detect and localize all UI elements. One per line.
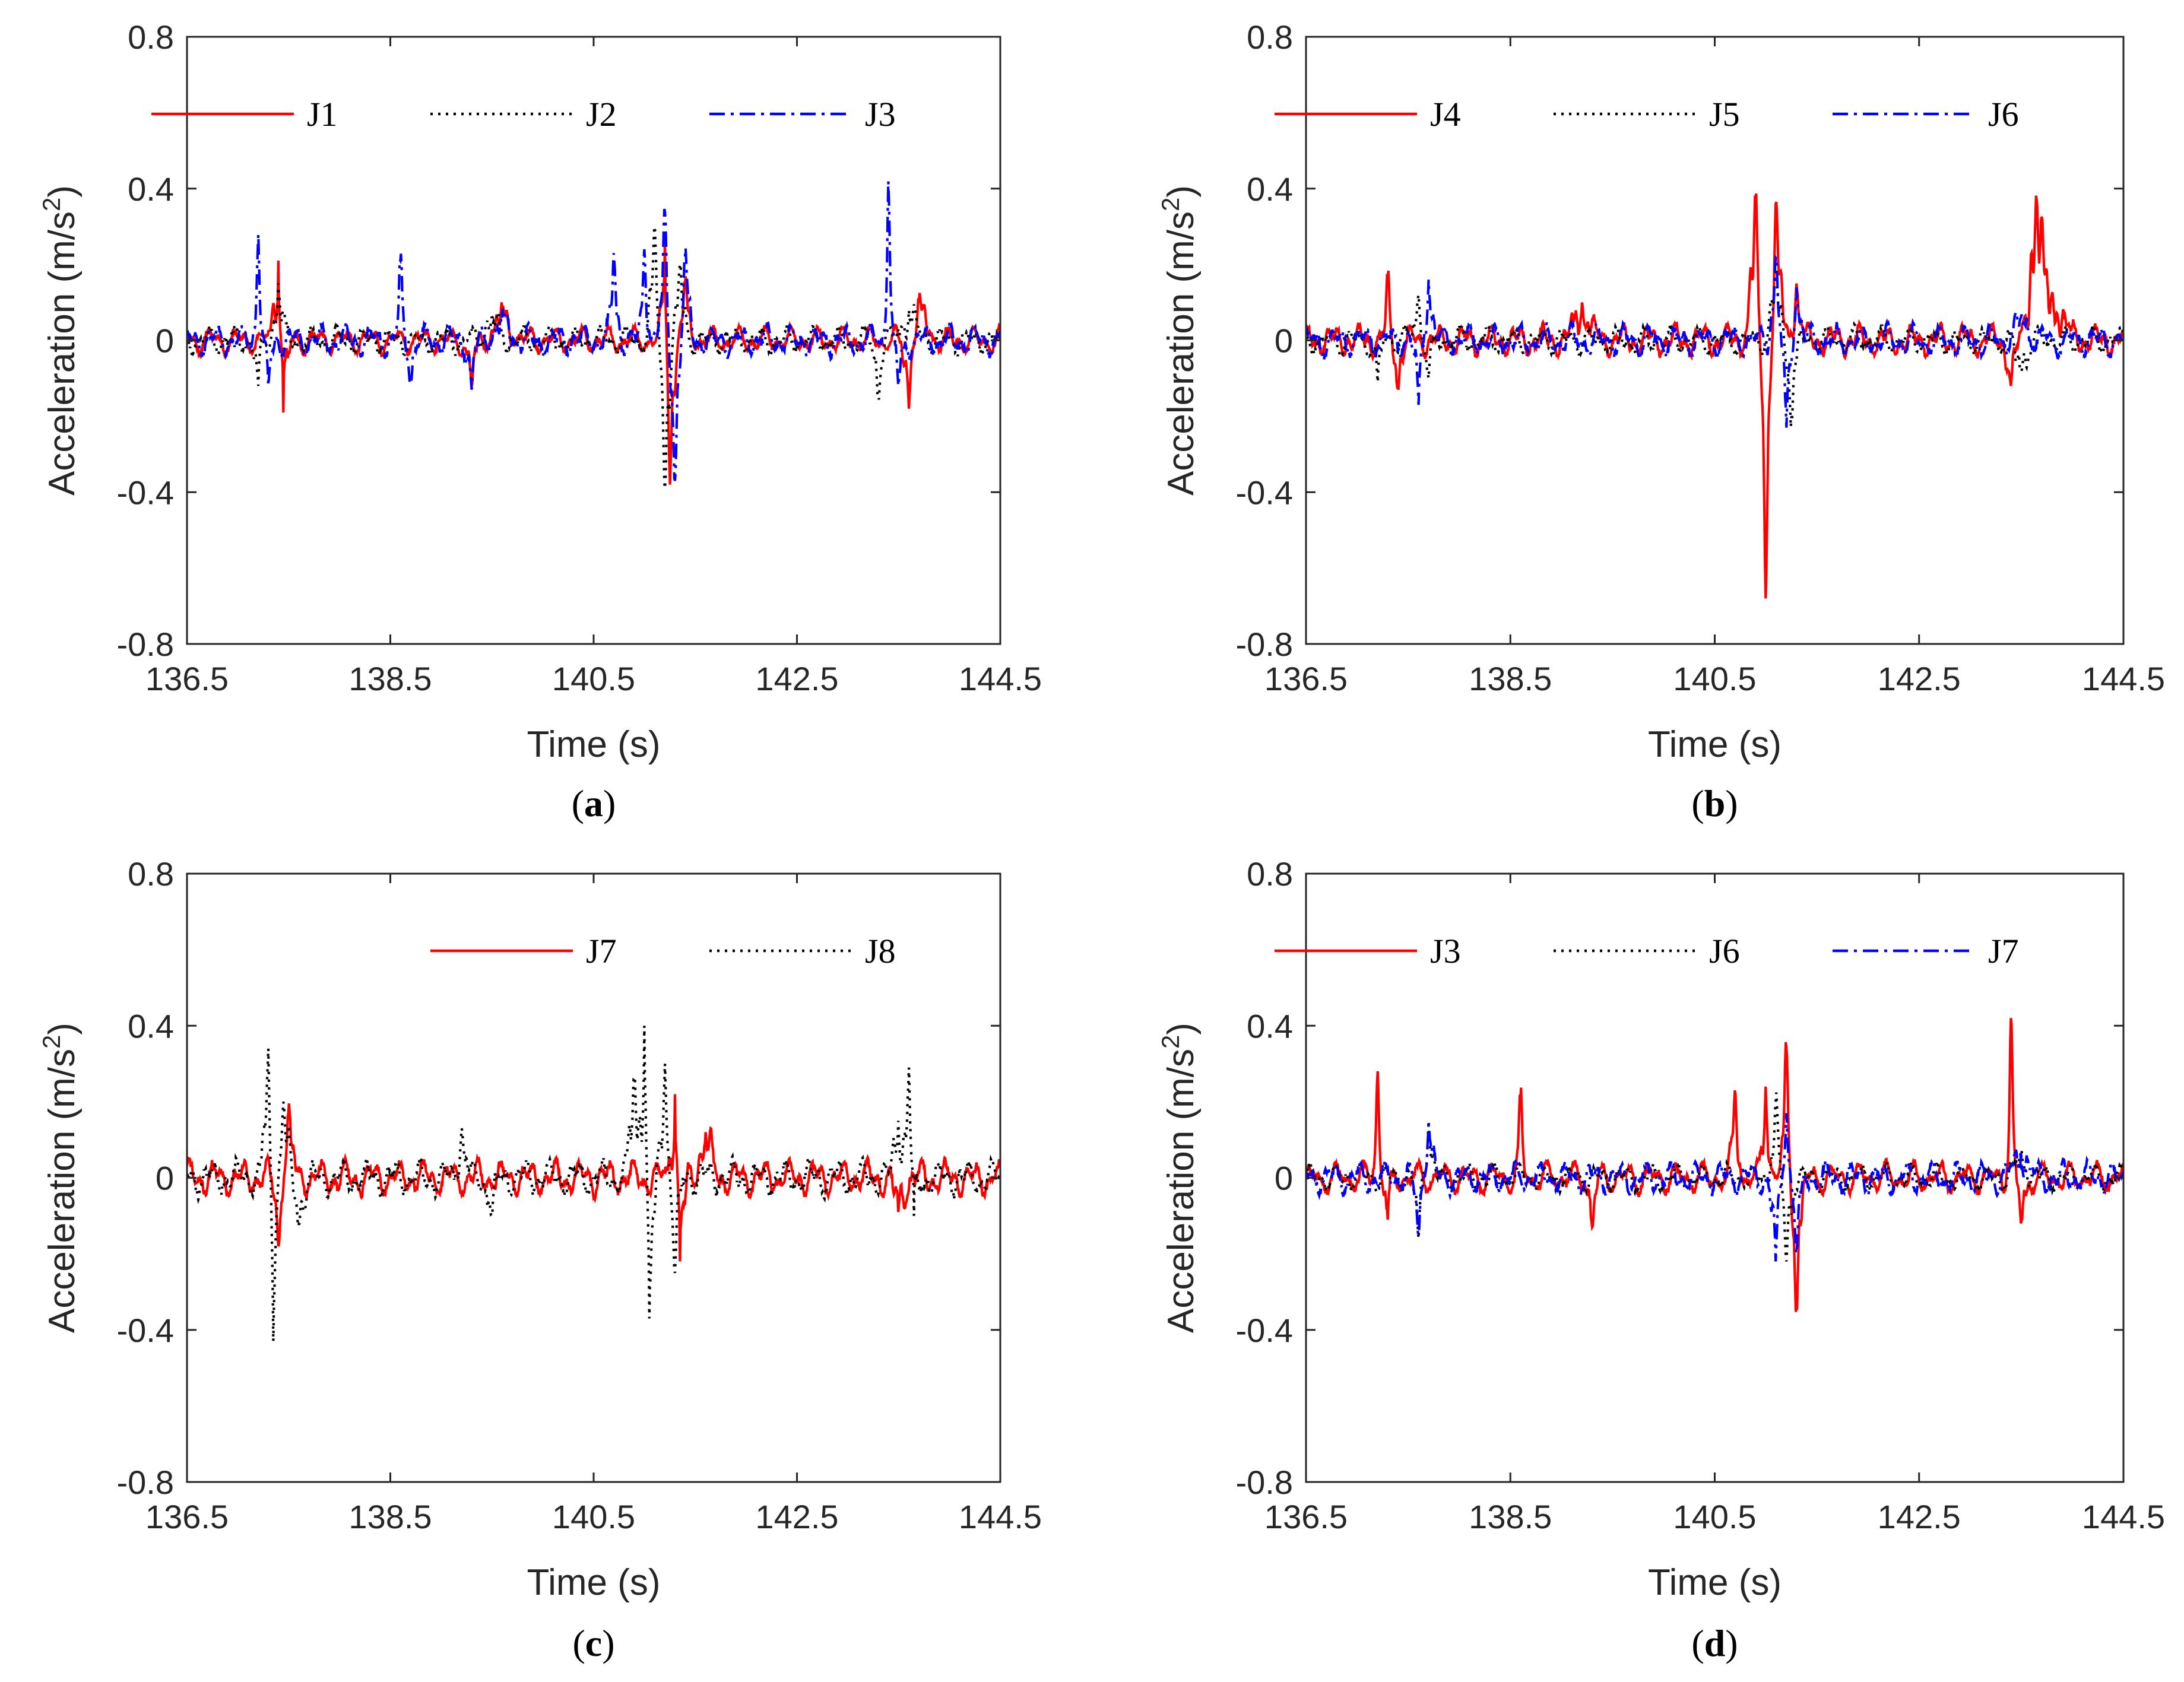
x-tick-label: 140.5 [552, 660, 635, 697]
x-tick-label: 136.5 [1264, 1498, 1348, 1535]
x-axis-label: Time (s) [527, 724, 661, 765]
series-line-j4 [1306, 193, 2123, 599]
y-tick-label: 0.4 [128, 170, 174, 208]
panel-caption: (a) [572, 782, 616, 824]
y-tick-label: 0 [1275, 322, 1293, 360]
series-line-j6 [1306, 1092, 2123, 1262]
chart-panel-b: 136.5 138.5 140.5 142.5 144.5 -0.8 -0.4 0 0.4 0.8… [1156, 18, 2165, 824]
y-tick-label: 0.4 [128, 1007, 174, 1045]
x-axis-label: Time (s) [1648, 1562, 1782, 1603]
x-tick-label: 138.5 [348, 660, 432, 697]
y-tick-label: 0.8 [1247, 855, 1293, 893]
y-tick-label: -0.8 [117, 1464, 175, 1501]
y-axis-label: Acceleration (m/s2) [1156, 185, 1202, 496]
chart-panel-d: 136.5 138.5 140.5 142.5 144.5 -0.8 -0.4 0 0.4 0.8… [1156, 855, 2165, 1664]
x-tick-label: 138.5 [1469, 660, 1552, 697]
x-tick-label: 136.5 [1264, 660, 1348, 697]
x-tick-label: 144.5 [959, 1498, 1042, 1535]
x-tick-label: 144.5 [959, 660, 1042, 697]
series-line-j3 [1306, 1018, 2123, 1312]
legend-label-j3: J3 [865, 95, 896, 134]
legend-label-j7: J7 [586, 932, 617, 970]
x-tick-label: 136.5 [145, 1498, 229, 1535]
y-tick-label: 0.8 [128, 855, 174, 893]
x-axis-label: Time (s) [527, 1562, 661, 1603]
series-line-j1 [187, 234, 1000, 485]
legend-label-j1: J1 [307, 95, 338, 134]
y-tick-label: -0.4 [1236, 474, 1294, 511]
y-axis-label: Acceleration (m/s2) [1156, 1023, 1202, 1333]
x-tick-label: 136.5 [145, 660, 229, 697]
y-axis-label: Acceleration (m/s2) [37, 185, 83, 496]
x-tick-label: 144.5 [2082, 1498, 2165, 1535]
panel-caption: (c) [572, 1622, 614, 1664]
y-tick-label: 0 [156, 322, 174, 360]
x-tick-label: 140.5 [1673, 1498, 1756, 1535]
y-tick-label: 0.8 [1247, 18, 1293, 56]
legend-label-j6: J6 [1988, 95, 2019, 134]
y-tick-label: -0.4 [117, 474, 175, 511]
x-tick-label: 140.5 [552, 1498, 635, 1535]
series-line-j7 [187, 1094, 1000, 1262]
x-tick-label: 140.5 [1673, 660, 1756, 697]
y-tick-label: 0.4 [1247, 1007, 1293, 1045]
legend-label-j5: J5 [1709, 95, 1740, 134]
y-axis-label-superscript: 2 [37, 1035, 65, 1049]
panel-caption: (d) [1691, 1622, 1738, 1664]
legend-label-j4: J4 [1430, 95, 1461, 134]
x-tick-label: 142.5 [1878, 660, 1961, 697]
y-axis-label-superscript: 2 [1156, 1035, 1184, 1049]
legend-label-j8: J8 [865, 932, 896, 970]
y-tick-label: 0 [1275, 1160, 1293, 1197]
y-tick-label: 0.8 [128, 18, 174, 56]
legend-label-j2: J2 [586, 95, 617, 134]
legend-label-j6: J6 [1709, 932, 1740, 970]
x-tick-label: 144.5 [2082, 660, 2165, 697]
legend-label-j3: J3 [1430, 932, 1461, 970]
x-tick-label: 142.5 [1878, 1498, 1961, 1535]
chart-panel-c: 136.5 138.5 140.5 142.5 144.5 -0.8 -0.4 0 0.4 0.8… [37, 855, 1042, 1664]
x-tick-label: 138.5 [1469, 1498, 1552, 1535]
y-tick-label: -0.8 [117, 626, 175, 663]
series-line-j8 [187, 1026, 1000, 1342]
y-axis-label-superscript: 2 [37, 198, 65, 211]
y-tick-label: 0.4 [1247, 170, 1293, 208]
panel-caption: (b) [1691, 782, 1738, 824]
x-tick-label: 138.5 [348, 1498, 432, 1535]
series-line-j7 [1306, 1113, 2123, 1262]
series-line-j6 [1306, 255, 2123, 428]
y-tick-label: -0.8 [1236, 1464, 1294, 1501]
y-tick-label: -0.4 [117, 1312, 175, 1349]
series-line-j3 [187, 180, 1000, 481]
y-axis-label-superscript: 2 [1156, 198, 1184, 211]
y-tick-label: -0.8 [1236, 626, 1294, 663]
y-tick-label: 0 [156, 1160, 174, 1197]
chart-panel-a: 136.5 138.5 140.5 142.5 144.5 -0.8 -0.4 0 0.4 0.8… [37, 18, 1042, 824]
x-tick-label: 142.5 [755, 660, 838, 697]
x-axis-label: Time (s) [1648, 724, 1782, 765]
y-axis-label: Acceleration (m/s2) [37, 1023, 83, 1333]
y-tick-label: -0.4 [1236, 1312, 1294, 1349]
series-line-j2 [187, 226, 1000, 489]
legend-label-j7: J7 [1988, 932, 2019, 970]
x-tick-label: 142.5 [755, 1498, 838, 1535]
